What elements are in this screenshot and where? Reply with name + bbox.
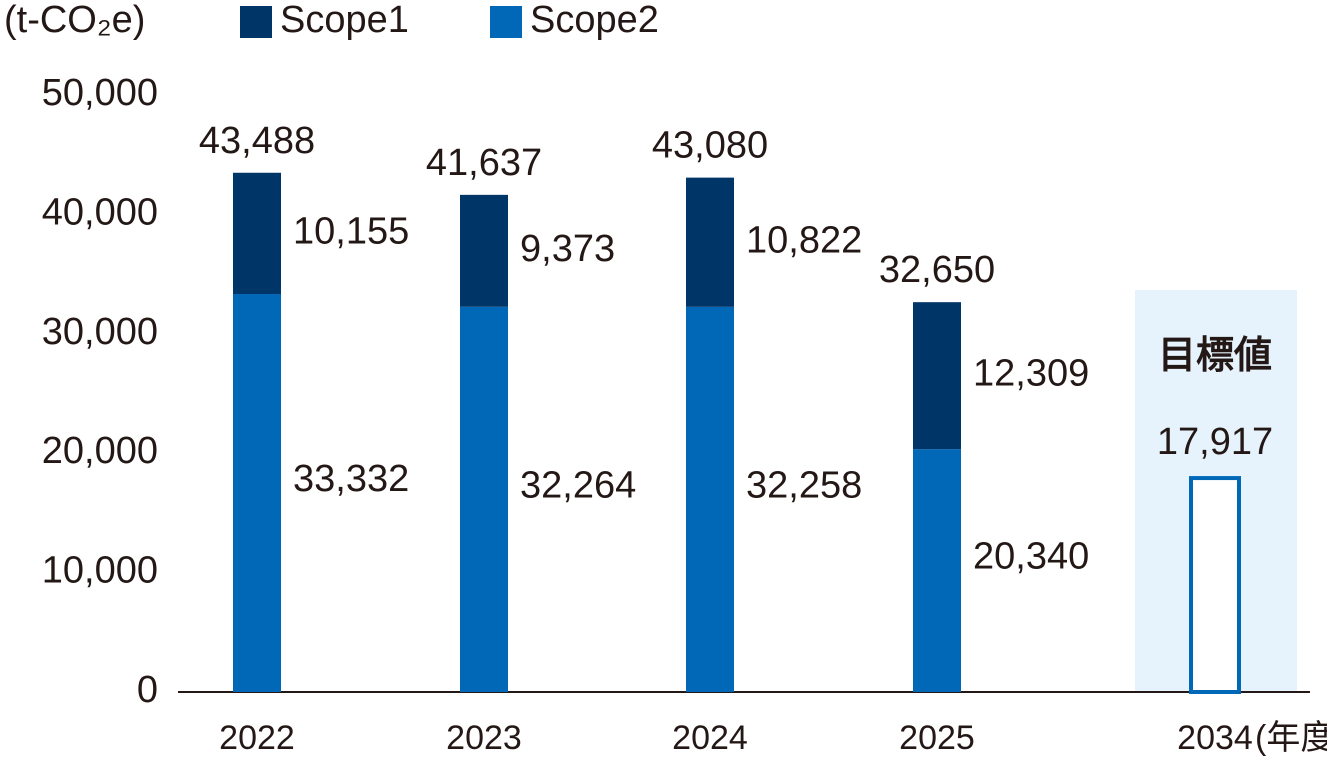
value-label: 12,309 [973, 353, 1089, 395]
bar-segment [913, 302, 961, 450]
total-label: 43,080 [652, 125, 768, 167]
value-label: 32,258 [746, 464, 862, 506]
bar-segment [913, 449, 961, 692]
y-tick-label: 30,000 [42, 311, 158, 353]
bar-segment [233, 294, 281, 692]
value-label: 32,264 [520, 464, 636, 506]
bar-segment [460, 194, 508, 307]
total-label: 43,488 [199, 120, 315, 162]
y-tick-label: 20,000 [42, 430, 158, 472]
value-label: 9,373 [520, 228, 615, 270]
target-bar [1189, 476, 1241, 694]
bar-segment [233, 172, 281, 295]
bar-segment [686, 177, 734, 307]
x-tick-label: 2034 [1177, 719, 1253, 757]
value-label: 10,155 [293, 210, 409, 252]
x-tick-label: 2024 [672, 719, 748, 757]
legend-label: Scope2 [530, 0, 659, 41]
value-label: 20,340 [973, 536, 1089, 578]
bar-segment [686, 306, 734, 692]
x-tick-label: 2022 [219, 719, 295, 757]
legend-swatch [490, 6, 522, 38]
legend-label: Scope1 [280, 0, 409, 41]
x-unit: (年度) [1255, 719, 1327, 757]
value-label: 10,822 [746, 219, 862, 261]
value-label: 33,332 [293, 458, 409, 500]
legend-swatch [240, 6, 272, 38]
total-label: 32,650 [879, 249, 995, 291]
y-tick-label: 0 [137, 669, 158, 711]
y-tick-label: 40,000 [42, 191, 158, 233]
total-label: 41,637 [426, 142, 542, 184]
bar-segment [460, 306, 508, 692]
x-tick-label: 2025 [899, 719, 975, 757]
target-label: 目標値 [1158, 335, 1272, 377]
x-tick-label: 2023 [446, 719, 522, 757]
y-tick-label: 50,000 [42, 72, 158, 114]
y-unit: (t-CO₂e) [4, 0, 145, 41]
y-tick-label: 10,000 [42, 550, 158, 592]
target-value-label: 17,917 [1157, 421, 1273, 463]
